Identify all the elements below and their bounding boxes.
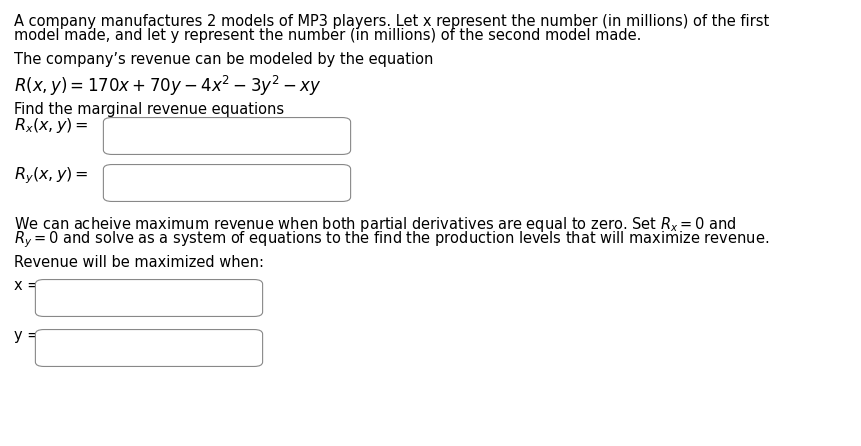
- Text: $R_y = 0$ and solve as a system of equations to the find the production levels t: $R_y = 0$ and solve as a system of equat…: [14, 229, 769, 250]
- Text: model made, and let y represent the number (in millions) of the second model mad: model made, and let y represent the numb…: [14, 28, 641, 43]
- Text: Find the marginal revenue equations: Find the marginal revenue equations: [14, 102, 284, 117]
- Text: Revenue will be maximized when:: Revenue will be maximized when:: [14, 255, 264, 270]
- Text: y =: y =: [14, 328, 40, 343]
- Text: $R(x, y) = 170x + 70y - 4x^2 - 3y^2 - xy$: $R(x, y) = 170x + 70y - 4x^2 - 3y^2 - xy…: [14, 74, 321, 98]
- Text: $R_y(x, y) =$: $R_y(x, y) =$: [14, 165, 89, 186]
- Text: x =: x =: [14, 278, 40, 293]
- Text: The company’s revenue can be modeled by the equation: The company’s revenue can be modeled by …: [14, 52, 433, 67]
- Text: $R_x(x, y) =$: $R_x(x, y) =$: [14, 116, 89, 135]
- Text: A company manufactures 2 models of MP3 players. Let x represent the number (in m: A company manufactures 2 models of MP3 p…: [14, 14, 769, 29]
- Text: We can acheive maximum revenue when both partial derivatives are equal to zero. : We can acheive maximum revenue when both…: [14, 215, 737, 234]
